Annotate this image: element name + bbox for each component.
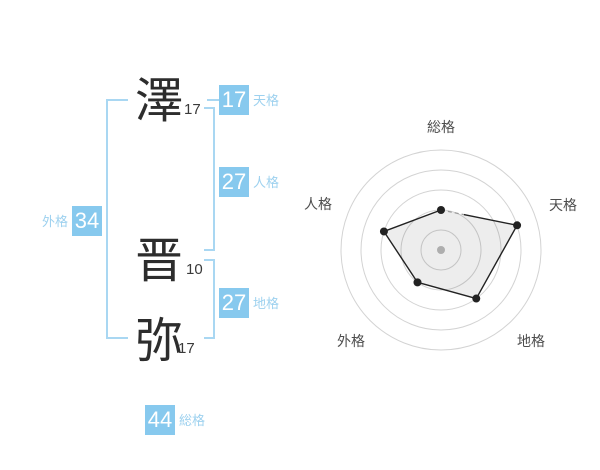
gaikaku-value-box: 34 [72,206,102,236]
radar-grid-ring [420,229,462,271]
surname-char-1: 澤 [134,75,183,128]
radar-data-point [472,294,481,303]
tenkaku-label: 天格 [253,93,280,108]
radar-grid-ring [360,169,522,331]
jinkaku-label: 人格 [253,175,280,190]
radar-data-point [379,227,388,236]
surname-char-1-strokes: 17 [184,101,201,118]
radar-axis-label: 天格 [549,197,577,213]
given-char-1-strokes: 10 [186,261,203,278]
given-char-2: 弥 [134,315,183,368]
chikaku-bracket [204,259,215,339]
radar-data-area [383,210,518,299]
chikaku-value-box: 27 [219,288,249,318]
radar-axis-label: 総格 [427,119,455,135]
gaikaku-bracket [106,99,128,339]
radar-grid-ring [380,189,502,311]
radar-axis-label: 地格 [517,333,545,349]
tenkaku-value-box: 17 [219,85,249,115]
radar-axis-label: 人格 [304,196,332,212]
radar-data-outline [383,209,518,300]
radar-center-dot [437,246,445,254]
radar-axis-label: 外格 [337,333,365,349]
jinkaku-value-box: 27 [219,167,249,197]
soukaku-value-box: 44 [145,405,175,435]
radar-data-point [513,221,522,230]
radar-data-point [437,206,445,214]
radar-data-point [413,278,422,287]
gaikaku-label: 外格 [42,214,69,229]
jinkaku-bracket [204,107,215,251]
chikaku-label: 地格 [253,296,280,311]
radar-grid-ring [340,149,542,351]
given-char-1: 晋 [134,235,183,288]
given-char-2-strokes: 17 [178,340,195,357]
soukaku-label: 総格 [179,413,206,428]
